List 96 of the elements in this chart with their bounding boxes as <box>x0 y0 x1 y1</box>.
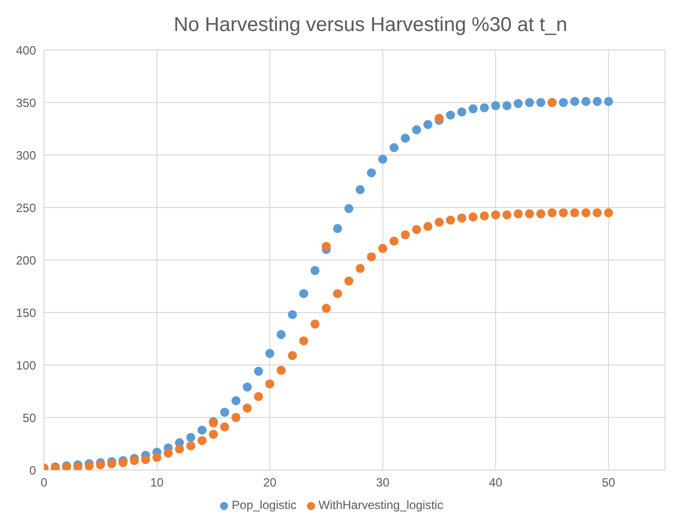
point <box>299 289 308 298</box>
point <box>423 222 432 231</box>
y-tick-label: 0 <box>29 463 36 478</box>
point <box>423 120 432 130</box>
point <box>480 211 489 220</box>
y-tick-label: 350 <box>16 96 36 110</box>
point <box>265 348 274 358</box>
point <box>356 264 365 273</box>
point <box>242 382 252 392</box>
point <box>322 242 331 251</box>
point <box>412 125 422 134</box>
point <box>457 107 466 116</box>
point <box>446 216 455 225</box>
point <box>457 213 466 223</box>
point <box>141 454 150 464</box>
point <box>242 404 252 413</box>
point <box>390 143 399 152</box>
point <box>356 185 365 194</box>
point <box>186 441 196 450</box>
point <box>480 103 489 112</box>
point <box>524 209 534 218</box>
point <box>208 430 218 439</box>
point <box>570 208 580 218</box>
y-tick-label: 400 <box>16 43 36 58</box>
point <box>265 379 274 388</box>
x-tick-label: 40 <box>488 476 503 490</box>
point <box>524 98 534 108</box>
point <box>231 412 240 422</box>
legend-label: Pop_logistic <box>232 498 296 512</box>
point <box>491 101 500 110</box>
point <box>592 208 602 218</box>
x-tick-label: 20 <box>263 476 277 490</box>
point <box>276 330 286 340</box>
point <box>254 392 264 402</box>
point <box>491 210 500 220</box>
point <box>446 110 455 120</box>
chart-title: No Harvesting versus Harvesting %30 at t_n <box>172 13 568 38</box>
point <box>378 244 388 253</box>
point <box>581 96 590 106</box>
point <box>514 99 523 108</box>
y-tick-label: 200 <box>16 253 36 268</box>
point <box>130 456 139 466</box>
point <box>198 426 207 435</box>
x-tick-label: 30 <box>376 476 390 490</box>
point <box>378 154 388 164</box>
point <box>502 210 512 220</box>
point <box>333 289 342 298</box>
point <box>558 208 568 218</box>
point <box>400 134 410 143</box>
point <box>186 432 196 442</box>
point <box>344 204 354 214</box>
point <box>366 168 376 178</box>
legend-label: WithHarvesting_logistic <box>318 498 444 512</box>
point <box>220 422 230 432</box>
point <box>310 266 320 276</box>
point <box>152 452 162 462</box>
point <box>174 444 184 454</box>
point <box>288 351 297 360</box>
x-tick-label: 0 <box>40 476 48 490</box>
point <box>390 236 399 246</box>
point <box>412 225 422 234</box>
y-tick-label: 250 <box>16 200 36 215</box>
point <box>322 304 331 313</box>
point <box>344 276 354 286</box>
point <box>333 224 342 234</box>
point <box>581 208 590 218</box>
point <box>536 98 546 108</box>
y-tick-label: 300 <box>16 148 36 162</box>
y-tick-label: 50 <box>22 410 36 425</box>
point <box>468 104 478 114</box>
point <box>536 209 546 218</box>
point <box>558 98 568 108</box>
point <box>366 252 376 262</box>
point <box>604 96 614 106</box>
y-tick-label: 100 <box>16 358 36 372</box>
point <box>254 366 264 376</box>
point <box>231 396 240 406</box>
point <box>604 208 614 218</box>
point <box>434 218 444 227</box>
point <box>299 336 308 346</box>
point <box>570 96 580 106</box>
point <box>198 436 207 446</box>
y-tick-label: 150 <box>16 306 36 320</box>
x-tick-label: 50 <box>602 476 616 490</box>
point <box>514 209 523 218</box>
point <box>220 408 230 417</box>
point <box>276 366 286 375</box>
point <box>592 96 602 106</box>
point <box>400 230 410 240</box>
point <box>310 320 320 329</box>
point <box>468 212 478 222</box>
point <box>502 101 512 110</box>
point <box>164 448 173 458</box>
point <box>548 208 557 218</box>
x-tick-label: 10 <box>150 476 164 490</box>
point <box>288 310 297 320</box>
